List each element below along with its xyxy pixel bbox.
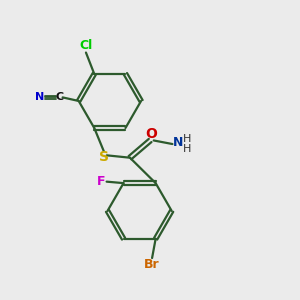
- Text: H: H: [182, 144, 191, 154]
- Text: F: F: [96, 175, 105, 188]
- Text: O: O: [146, 127, 158, 141]
- Text: N: N: [35, 92, 44, 102]
- Text: C: C: [56, 92, 64, 102]
- Text: S: S: [99, 149, 109, 164]
- Text: Br: Br: [144, 258, 160, 271]
- Text: Cl: Cl: [79, 40, 93, 52]
- Text: H: H: [182, 134, 191, 144]
- Text: N: N: [172, 136, 183, 149]
